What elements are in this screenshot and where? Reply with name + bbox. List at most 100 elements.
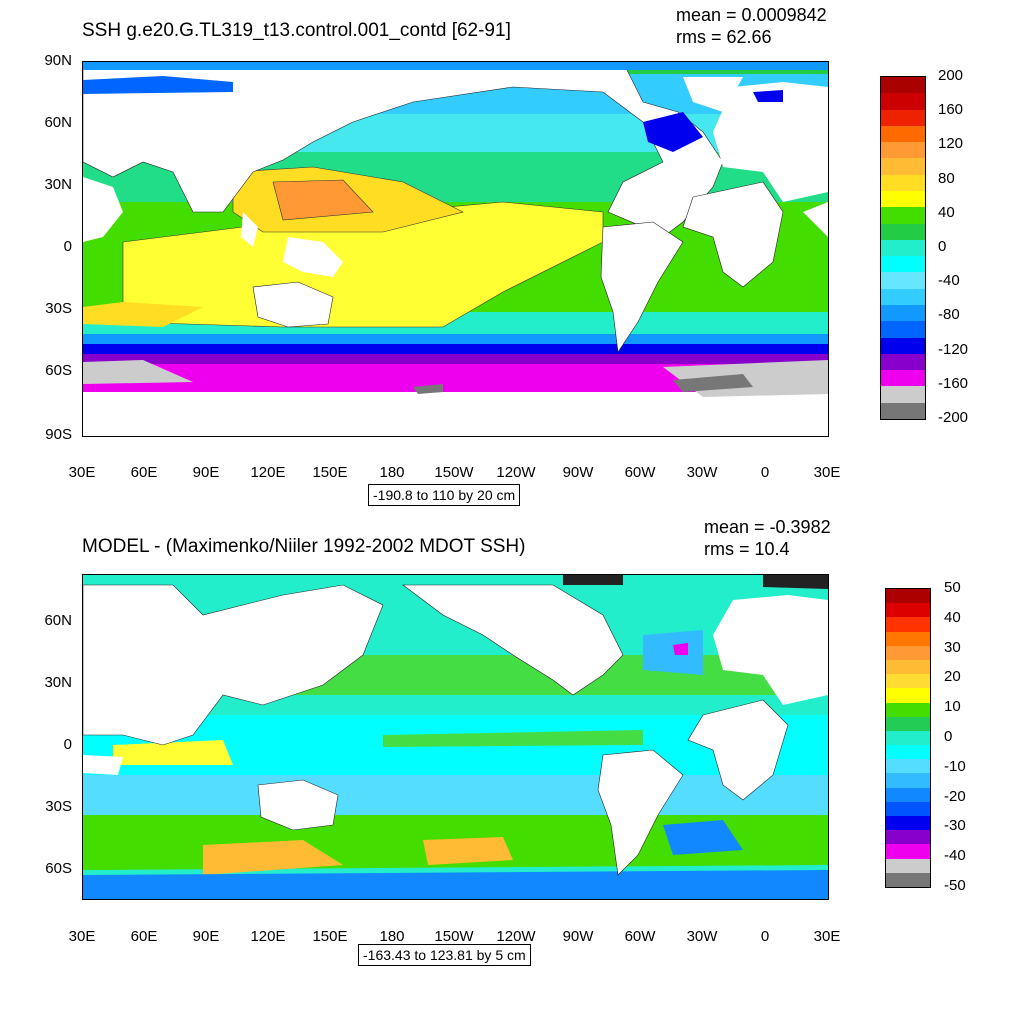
top-colorbar-label: 0	[938, 238, 947, 255]
bottom-colorbar-label: 10	[944, 698, 961, 716]
top-colorbar-label: -40	[938, 272, 960, 290]
top-lon-label: 60E	[130, 464, 158, 481]
top-colorbar-swatch	[881, 256, 925, 273]
bottom-lon-label: 120E	[250, 928, 286, 945]
bottom-lon-label: 150W	[434, 928, 474, 945]
top-lon-label: 120W	[496, 464, 536, 481]
top-lon-label: 150W	[434, 464, 474, 481]
top-colorbar-swatch	[881, 109, 925, 126]
top-colorbar-label: -200	[938, 409, 969, 426]
top-lat-label: 30S	[45, 300, 72, 317]
bottom-colorbar-swatch	[886, 816, 930, 831]
bottom-lon-label: 0	[760, 928, 770, 945]
top-colorbar-swatch	[881, 402, 925, 419]
top-colorbar-swatch	[881, 207, 925, 224]
top-mean-stat: mean = 0.0009842	[676, 5, 827, 25]
top-colorbar-swatch	[881, 239, 925, 257]
top-colorbar-swatch	[881, 304, 925, 322]
bottom-lon-label: 180	[379, 928, 405, 945]
bottom-colorbar-swatch	[886, 659, 930, 675]
bottom-colorbar-swatch	[886, 645, 930, 660]
top-colorbar-swatch	[881, 190, 925, 208]
bottom-colorbar-swatch	[886, 872, 930, 887]
bottom-colorbar-swatch	[886, 631, 930, 646]
top-colorbar-swatch	[881, 337, 925, 354]
top-colorbar-swatch	[881, 158, 925, 175]
bottom-colorbar	[885, 588, 931, 888]
bottom-colorbar-label: -20	[944, 787, 966, 805]
bottom-lat-label: 30N	[44, 674, 72, 691]
bottom-colorbar-swatch	[886, 716, 930, 731]
top-map-panel: SSH g.e20.G.TL319_t13.control.001_contd …	[0, 0, 1024, 510]
bottom-lon-label: 90E	[192, 928, 220, 945]
bottom-mean-stat: mean = -0.3982	[704, 517, 831, 537]
top-lon-label: 150E	[312, 464, 348, 481]
top-colorbar-label: 200	[938, 67, 964, 84]
top-lat-label: 60N	[44, 114, 72, 131]
bottom-colorbar-swatch	[886, 773, 930, 788]
bottom-lon-label: 60E	[130, 928, 158, 945]
top-colorbar	[880, 76, 926, 420]
top-lon-label: 30E	[813, 464, 841, 481]
bottom-colorbar-swatch	[886, 745, 930, 760]
bottom-colorbar-swatch	[886, 702, 930, 717]
bottom-lat-label: 0	[63, 736, 72, 753]
bottom-diff-map	[82, 574, 829, 900]
bottom-colorbar-label: 40	[944, 608, 961, 626]
top-colorbar-label: 80	[938, 169, 955, 187]
bottom-colorbar-swatch	[886, 674, 930, 689]
top-colorbar-label: -120	[938, 340, 969, 358]
bottom-lon-label: 30E	[813, 928, 841, 945]
bottom-colorbar-swatch	[886, 787, 930, 802]
bottom-colorbar-label: 20	[944, 668, 961, 686]
top-colorbar-swatch	[881, 125, 925, 143]
top-colorbar-swatch	[881, 321, 925, 338]
top-colorbar-swatch	[881, 223, 925, 240]
bottom-lon-label: 30E	[68, 928, 96, 945]
bottom-colorbar-swatch	[886, 844, 930, 859]
top-lon-label: 30E	[68, 464, 96, 481]
bottom-colorbar-swatch	[886, 589, 930, 604]
top-rms-stat: rms = 62.66	[676, 27, 772, 47]
bottom-colorbar-label: -10	[944, 757, 966, 775]
bottom-colorbar-swatch	[886, 688, 930, 703]
bottom-colorbar-swatch	[886, 617, 930, 632]
top-colorbar-swatch	[881, 370, 925, 387]
top-colorbar-label: 120	[938, 135, 964, 153]
top-colorbar-label: 160	[938, 101, 964, 119]
bottom-lon-label: 150E	[312, 928, 348, 945]
top-lat-label: 30N	[44, 176, 72, 193]
bottom-colorbar-label: -40	[944, 847, 966, 865]
top-colorbar-swatch	[881, 353, 925, 371]
top-colorbar-swatch	[881, 77, 925, 94]
top-lon-label: 180	[379, 464, 405, 481]
top-lat-label: 90S	[45, 426, 72, 443]
top-lon-label: 90W	[562, 464, 594, 481]
bottom-colorbar-swatch	[886, 801, 930, 816]
top-colorbar-swatch	[881, 142, 925, 159]
bottom-colorbar-label: 50	[944, 579, 961, 596]
bottom-colorbar-label: -30	[944, 817, 966, 835]
top-ssh-map	[82, 61, 829, 437]
bottom-lon-label: 60W	[624, 928, 656, 945]
top-colorbar-swatch	[881, 174, 925, 191]
top-colorbar-label: -80	[938, 306, 960, 324]
bottom-lon-label: 120W	[496, 928, 536, 945]
top-lon-label: 120E	[250, 464, 286, 481]
top-colorbar-swatch	[881, 386, 925, 403]
bottom-lat-label: 60N	[44, 612, 72, 629]
bottom-colorbar-label: -50	[944, 877, 966, 894]
bottom-colorbar-label: 0	[944, 728, 953, 745]
top-colorbar-swatch	[881, 288, 925, 305]
bottom-lat-label: 30S	[45, 798, 72, 815]
top-lon-label: 90E	[192, 464, 220, 481]
bottom-colorbar-swatch	[886, 759, 930, 774]
bottom-map-graphic	[83, 575, 828, 899]
top-map-title: SSH g.e20.G.TL319_t13.control.001_contd …	[82, 20, 511, 41]
top-colorbar-label: -160	[938, 374, 969, 392]
top-lat-label: 0	[63, 238, 72, 255]
top-lon-label: 0	[760, 464, 770, 481]
bottom-colorbar-swatch	[886, 830, 930, 845]
top-colorbar-swatch	[881, 272, 925, 289]
top-lon-label: 30W	[686, 464, 718, 481]
